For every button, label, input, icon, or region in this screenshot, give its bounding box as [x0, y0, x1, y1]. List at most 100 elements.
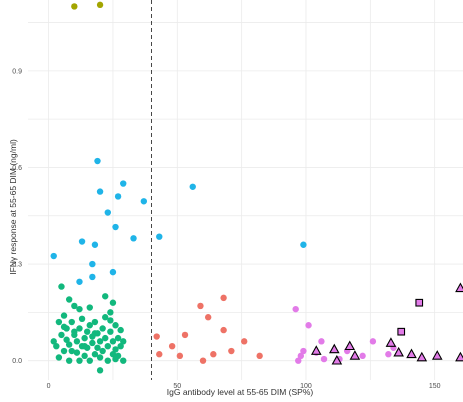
y-tick-label: 0.3: [12, 262, 22, 269]
data-point: [104, 357, 111, 364]
x-tick-label: 50: [173, 383, 181, 390]
data-point: [96, 367, 104, 374]
y-axis-title: IFNγ response at 55-65 DIM (ng/ml): [8, 139, 18, 275]
data-point: [228, 347, 235, 355]
data-point: [189, 183, 196, 190]
data-point-triangle: [385, 337, 397, 347]
data-point: [109, 299, 117, 306]
data-point: [53, 342, 60, 350]
tick-labels: 0 50 100 150 0.0 0.3 0.6 0.9: [12, 68, 440, 390]
data-point: [91, 318, 99, 326]
data-point-triangle: [416, 351, 428, 362]
data-point: [359, 352, 366, 360]
data-point-square: [415, 298, 424, 307]
y-tick-label: 0.9: [12, 68, 22, 75]
data-point-triangle: [406, 348, 417, 359]
data-point: [65, 296, 73, 303]
data-point: [86, 304, 93, 311]
data-point: [220, 326, 227, 334]
data-point: [63, 336, 70, 343]
data-point: [71, 328, 78, 335]
data-point: [60, 323, 68, 331]
data-point: [99, 325, 106, 332]
data-point-triangle: [328, 343, 340, 354]
data-point: [114, 193, 122, 200]
data-point: [78, 238, 86, 245]
data-point: [76, 305, 83, 313]
data-point: [60, 312, 68, 319]
data-point: [156, 351, 163, 358]
data-point: [76, 325, 83, 332]
data-point-triangle: [455, 351, 463, 362]
data-point: [89, 273, 96, 281]
data-point: [94, 344, 101, 351]
data-point: [320, 355, 328, 363]
data-point: [256, 352, 263, 360]
data-point: [73, 349, 81, 356]
data-point: [89, 339, 96, 347]
data-point: [76, 357, 83, 364]
data-point: [117, 326, 124, 334]
data-point: [112, 322, 119, 329]
data-point: [102, 334, 109, 342]
data-point: [73, 338, 81, 345]
data-point: [76, 278, 83, 285]
data-point: [168, 342, 176, 350]
data-point: [300, 347, 307, 355]
data-point: [65, 341, 73, 348]
data-point: [68, 347, 75, 355]
data-point: [102, 314, 109, 321]
data-point-triangle: [310, 345, 322, 355]
data-point: [104, 209, 111, 216]
data-point: [81, 334, 88, 342]
data-point: [96, 1, 104, 9]
data-point: [86, 357, 93, 364]
data-point: [385, 351, 392, 358]
data-point: [58, 283, 65, 290]
data-point: [156, 233, 163, 240]
data-point: [78, 315, 86, 323]
data-point: [96, 338, 104, 345]
data-point-triangle: [331, 354, 343, 365]
data-point: [81, 352, 88, 360]
data-point: [109, 351, 117, 358]
data-point: [112, 223, 119, 231]
data-point: [71, 3, 78, 10]
data-point: [65, 357, 73, 364]
data-point: [68, 318, 75, 326]
x-tick-label: 150: [429, 383, 441, 390]
x-tick-label: 100: [300, 383, 312, 390]
data-point: [181, 331, 189, 339]
data-point: [241, 338, 248, 345]
data-point: [112, 346, 119, 353]
data-point: [300, 241, 307, 248]
data-point: [318, 338, 325, 345]
data-point-triangle: [455, 282, 463, 293]
data-point: [117, 342, 124, 350]
data-point: [199, 357, 207, 364]
data-point: [55, 318, 63, 326]
data-point: [102, 293, 109, 300]
grid-lines: [28, 0, 463, 380]
data-point: [292, 305, 299, 313]
data-point: [305, 322, 312, 329]
data-point-triangle: [393, 346, 404, 357]
data-point: [104, 342, 111, 350]
y-tick-label: 0.0: [12, 358, 22, 365]
data-point: [153, 333, 160, 340]
data-point: [109, 338, 117, 345]
data-point: [84, 328, 91, 335]
data-point: [204, 314, 212, 321]
x-tick-label: 0: [47, 383, 51, 390]
data-point: [107, 317, 114, 324]
data-point: [297, 352, 305, 360]
data-point-triangle: [349, 350, 361, 360]
data-point: [176, 352, 184, 360]
data-point: [120, 180, 127, 187]
data-point: [140, 198, 148, 205]
y-tick-label: 0.6: [12, 165, 22, 172]
data-point: [96, 354, 104, 361]
data-point: [91, 241, 99, 248]
data-point: [107, 328, 114, 335]
data-point: [114, 334, 122, 342]
